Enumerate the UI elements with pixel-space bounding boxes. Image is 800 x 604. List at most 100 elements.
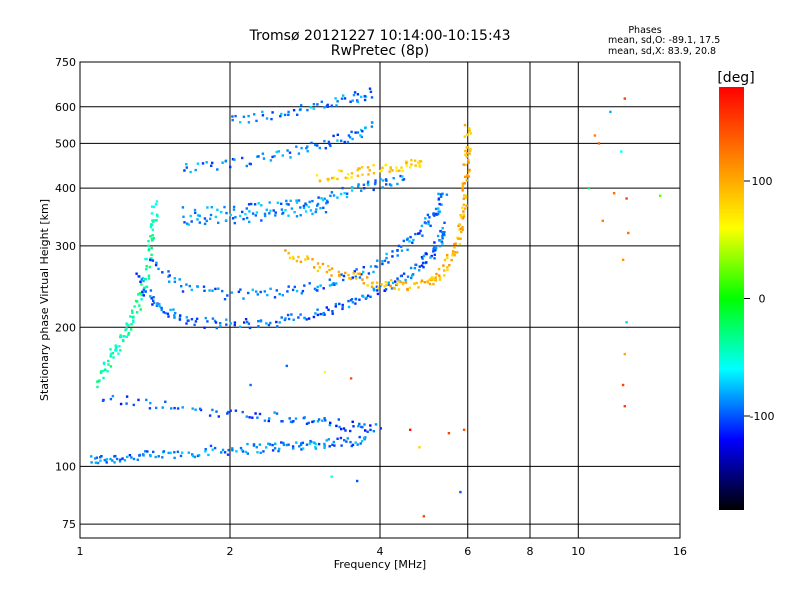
echo-point <box>155 406 158 410</box>
echo-point <box>352 93 356 97</box>
echo-point <box>399 280 403 284</box>
echo-point <box>280 208 284 211</box>
echo-point <box>362 266 365 269</box>
echo-point <box>360 166 364 169</box>
echo-point <box>150 297 153 300</box>
echo-point <box>395 282 399 286</box>
echo-point <box>314 312 317 315</box>
echo-point <box>142 294 145 297</box>
echo-point <box>372 188 375 192</box>
echo-point <box>103 459 106 462</box>
echo-point <box>313 441 316 444</box>
echo-point <box>213 319 217 323</box>
echo-point <box>263 419 267 422</box>
echo-point <box>321 419 324 422</box>
echo-point <box>443 258 447 262</box>
stats-header: Phases <box>628 25 661 36</box>
echo-point <box>340 97 344 100</box>
echo-point <box>145 257 148 261</box>
echo-point <box>240 448 244 452</box>
echo-point <box>247 203 251 206</box>
echo-point <box>172 308 175 311</box>
echo-point <box>157 267 160 271</box>
echo-point <box>420 256 424 259</box>
echo-point <box>299 443 303 446</box>
echo-point <box>397 244 401 248</box>
echo-point <box>427 222 430 226</box>
echo-point <box>408 240 411 243</box>
echo-point <box>131 311 134 314</box>
echo-point <box>366 276 369 279</box>
echo-point <box>198 407 202 410</box>
echo-point <box>332 134 335 138</box>
echo-point <box>323 417 326 420</box>
echo-point <box>178 316 182 319</box>
echo-point <box>181 451 184 454</box>
echo-point <box>417 232 420 235</box>
echo-point <box>323 370 326 374</box>
echo-point <box>349 100 352 103</box>
echo-point <box>391 281 395 285</box>
echo-point <box>287 317 291 321</box>
echo-point <box>145 268 148 271</box>
echo-point <box>435 213 439 216</box>
echo-point <box>464 163 467 167</box>
echo-point <box>238 325 242 328</box>
echo-point <box>95 456 99 459</box>
echo-point <box>385 284 388 287</box>
echo-point <box>326 105 329 108</box>
echo-point <box>352 425 355 428</box>
echo-point <box>322 206 325 209</box>
echo-point <box>370 125 374 128</box>
echo-point <box>179 454 183 458</box>
echo-point <box>338 425 341 429</box>
echo-point <box>268 201 271 204</box>
echo-point <box>620 150 623 153</box>
echo-point <box>230 291 234 294</box>
echo-point <box>154 263 158 267</box>
echo-point <box>193 455 197 459</box>
echo-point <box>231 447 234 450</box>
echo-point <box>217 221 220 224</box>
echo-point <box>461 228 464 231</box>
echo-point <box>149 225 153 229</box>
echo-point <box>437 210 440 213</box>
echo-point <box>111 394 115 398</box>
echo-point <box>464 149 467 153</box>
echo-point <box>359 134 362 137</box>
echo-point <box>109 355 112 358</box>
echo-point <box>206 206 209 209</box>
echo-point <box>404 278 407 282</box>
echo-point <box>190 220 193 223</box>
echo-point <box>231 118 234 122</box>
echo-point <box>339 192 343 196</box>
echo-point <box>245 415 248 418</box>
echo-point <box>188 284 191 288</box>
echo-point <box>305 443 309 446</box>
echo-point <box>354 298 358 301</box>
echo-point <box>380 169 383 173</box>
echo-point <box>263 290 266 293</box>
echo-point <box>127 324 130 327</box>
echo-point <box>402 178 406 181</box>
echo-point <box>168 274 171 277</box>
echo-point <box>384 280 387 284</box>
echo-point <box>147 248 150 252</box>
echo-point <box>423 281 426 284</box>
echo-point <box>278 292 281 296</box>
echo-point <box>414 164 417 167</box>
echo-point <box>625 197 628 200</box>
echo-point <box>384 164 387 167</box>
echo-point <box>458 228 461 231</box>
echo-point <box>459 214 462 217</box>
echo-point <box>181 206 185 209</box>
echo-point <box>239 446 243 450</box>
y-tick-label: 500 <box>55 137 76 150</box>
echo-point <box>459 227 463 230</box>
echo-point <box>289 420 293 423</box>
echo-point <box>433 241 436 244</box>
echo-point <box>282 441 285 445</box>
echo-point <box>272 209 275 212</box>
echo-point <box>226 453 230 456</box>
echo-point <box>193 323 196 326</box>
